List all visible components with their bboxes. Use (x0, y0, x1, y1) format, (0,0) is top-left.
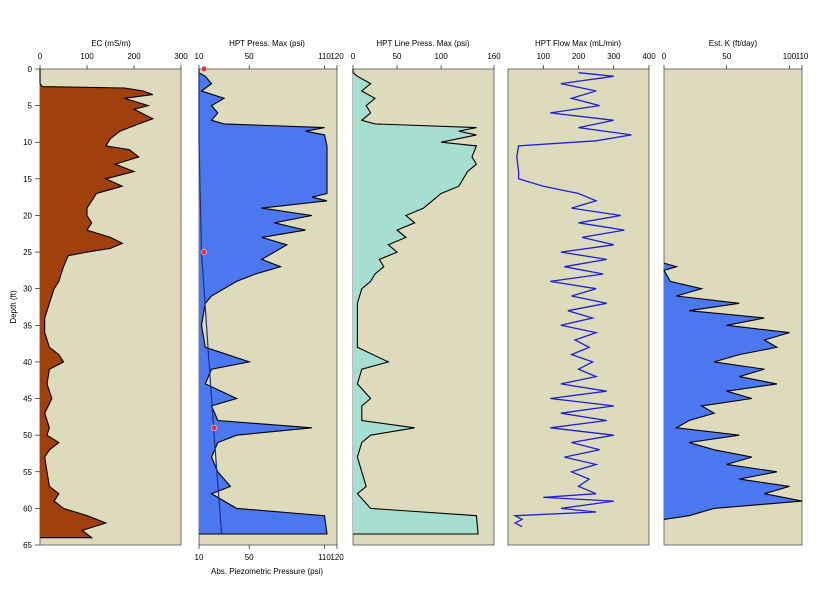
x-tick-label: 100 (783, 52, 797, 61)
x-tick-label: 160 (487, 52, 501, 61)
piezo-tick-label: 120 (330, 553, 344, 562)
panel-est-k: Est. K (ft/day) 0 50 100 110 (662, 39, 809, 546)
est-k-series: 0 50 100 110 (662, 52, 809, 520)
depth-axis-label: Depth (ft) (9, 290, 18, 324)
depth-tick-label: 20 (23, 211, 32, 220)
depth-axis: 0 5 10 15 20 25 30 35 40 45 50 55 60 65 (23, 65, 40, 550)
x-tick-label: 110 (796, 52, 809, 61)
panel-title-ec: EC (mS/m) (91, 39, 131, 48)
piezo-tick-label: 110 (318, 553, 331, 562)
piezo-tick-label: 10 (195, 553, 204, 562)
x-tick-label: 110 (318, 52, 331, 61)
depth-tick-label: 10 (23, 138, 32, 147)
x-tick-label: 0 (38, 52, 43, 61)
ec-series: 0 100 200 300 (38, 52, 188, 539)
x-tick-label: 0 (351, 52, 356, 61)
x-tick-label: 0 (662, 52, 667, 61)
x-tick-label: 100 (537, 52, 551, 61)
depth-tick-label: 25 (23, 248, 32, 257)
hpt-flow-series: 100 200 300 400 (512, 52, 656, 528)
panel-title-hpt-line-press: HPT Line Press. Max (psi) (376, 39, 470, 48)
panel-title-est-k: Est. K (ft/day) (709, 39, 758, 48)
series-area (353, 69, 479, 535)
x-tick-label: 50 (245, 52, 254, 61)
series-line (39, 69, 155, 539)
x-tick-label: 200 (127, 52, 141, 61)
piezometric-marker (200, 249, 208, 256)
series-area (199, 69, 327, 535)
panel-title-hpt-press: HPT Press. Max (psi) (229, 39, 305, 48)
x-tick-label: 100 (434, 52, 448, 61)
series-line (352, 69, 479, 535)
depth-tick-label: 55 (23, 468, 32, 477)
depth-tick-label: 15 (23, 175, 32, 184)
x-tick-label: 10 (195, 52, 204, 61)
depth-tick-label: 40 (23, 358, 32, 367)
x-tick-label: 50 (722, 52, 731, 61)
x-tick-label: 300 (174, 52, 188, 61)
depth-tick-label: 60 (23, 504, 32, 513)
series-area (40, 69, 153, 538)
piezo-tick-label: 50 (245, 553, 254, 562)
x-tick-label: 300 (607, 52, 621, 61)
piezometric-marker (211, 424, 218, 431)
x-tick-label: 100 (80, 52, 94, 61)
piezometric-line (198, 69, 223, 535)
panel-hpt-line-press: HPT Line Press. Max (psi) 0 50 100 160 (351, 39, 501, 546)
x-tick-label: 400 (642, 52, 656, 61)
panel-hpt-flow: HPT Flow Max (mL/min) 100 200 300 400 (507, 39, 656, 546)
panel-ec: EC (mS/m) 0 100 200 300 (38, 39, 188, 546)
depth-tick-label: 30 (23, 285, 32, 294)
x-tick-label: 50 (393, 52, 402, 61)
depth-tick-label: 45 (23, 395, 32, 404)
depth-tick-label: 5 (28, 102, 33, 111)
depth-tick-label: 50 (23, 431, 32, 440)
piezometric-marker (200, 65, 208, 73)
x-tick-label: 120 (330, 52, 344, 61)
x-tick-label: 200 (572, 52, 586, 61)
piezo-axis-label: Abs. Piezometric Pressure (psi) (211, 567, 323, 576)
series-area (664, 263, 802, 520)
hpt-line-press-series: 0 50 100 160 (351, 52, 501, 535)
panel-title-hpt-flow: HPT Flow Max (mL/min) (535, 39, 621, 48)
series-line (663, 262, 803, 520)
depth-tick-label: 0 (28, 65, 33, 74)
series-line (198, 69, 328, 535)
depth-tick-label: 35 (23, 321, 32, 330)
depth-tick-label: 65 (23, 541, 32, 550)
series-line (512, 72, 632, 528)
panel-bg-hpt-flow (507, 68, 650, 546)
